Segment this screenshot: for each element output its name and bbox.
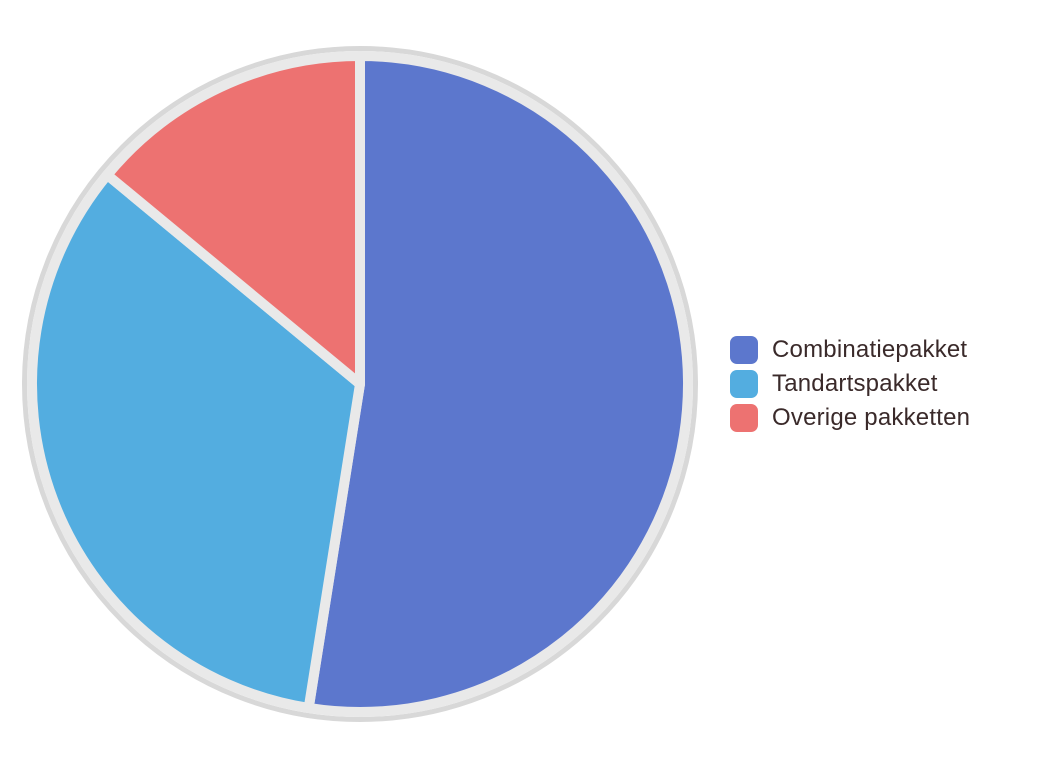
legend-item-0[interactable]: Combinatiepakket	[730, 336, 970, 364]
legend-label-0: Combinatiepakket	[772, 336, 967, 364]
legend-swatch-2	[730, 404, 758, 432]
pie-chart	[0, 0, 720, 768]
pie-svg	[0, 0, 720, 768]
pie-slice-0[interactable]	[309, 56, 688, 712]
legend-label-2: Overige pakketten	[772, 404, 970, 432]
chart-container: Combinatiepakket Tandartspakket Overige pa…	[0, 0, 1046, 768]
legend: Combinatiepakket Tandartspakket Overige pa…	[720, 330, 970, 438]
legend-item-1[interactable]: Tandartspakket	[730, 370, 970, 398]
legend-swatch-1	[730, 370, 758, 398]
legend-label-1: Tandartspakket	[772, 370, 938, 398]
legend-swatch-0	[730, 336, 758, 364]
legend-item-2[interactable]: Overige pakketten	[730, 404, 970, 432]
